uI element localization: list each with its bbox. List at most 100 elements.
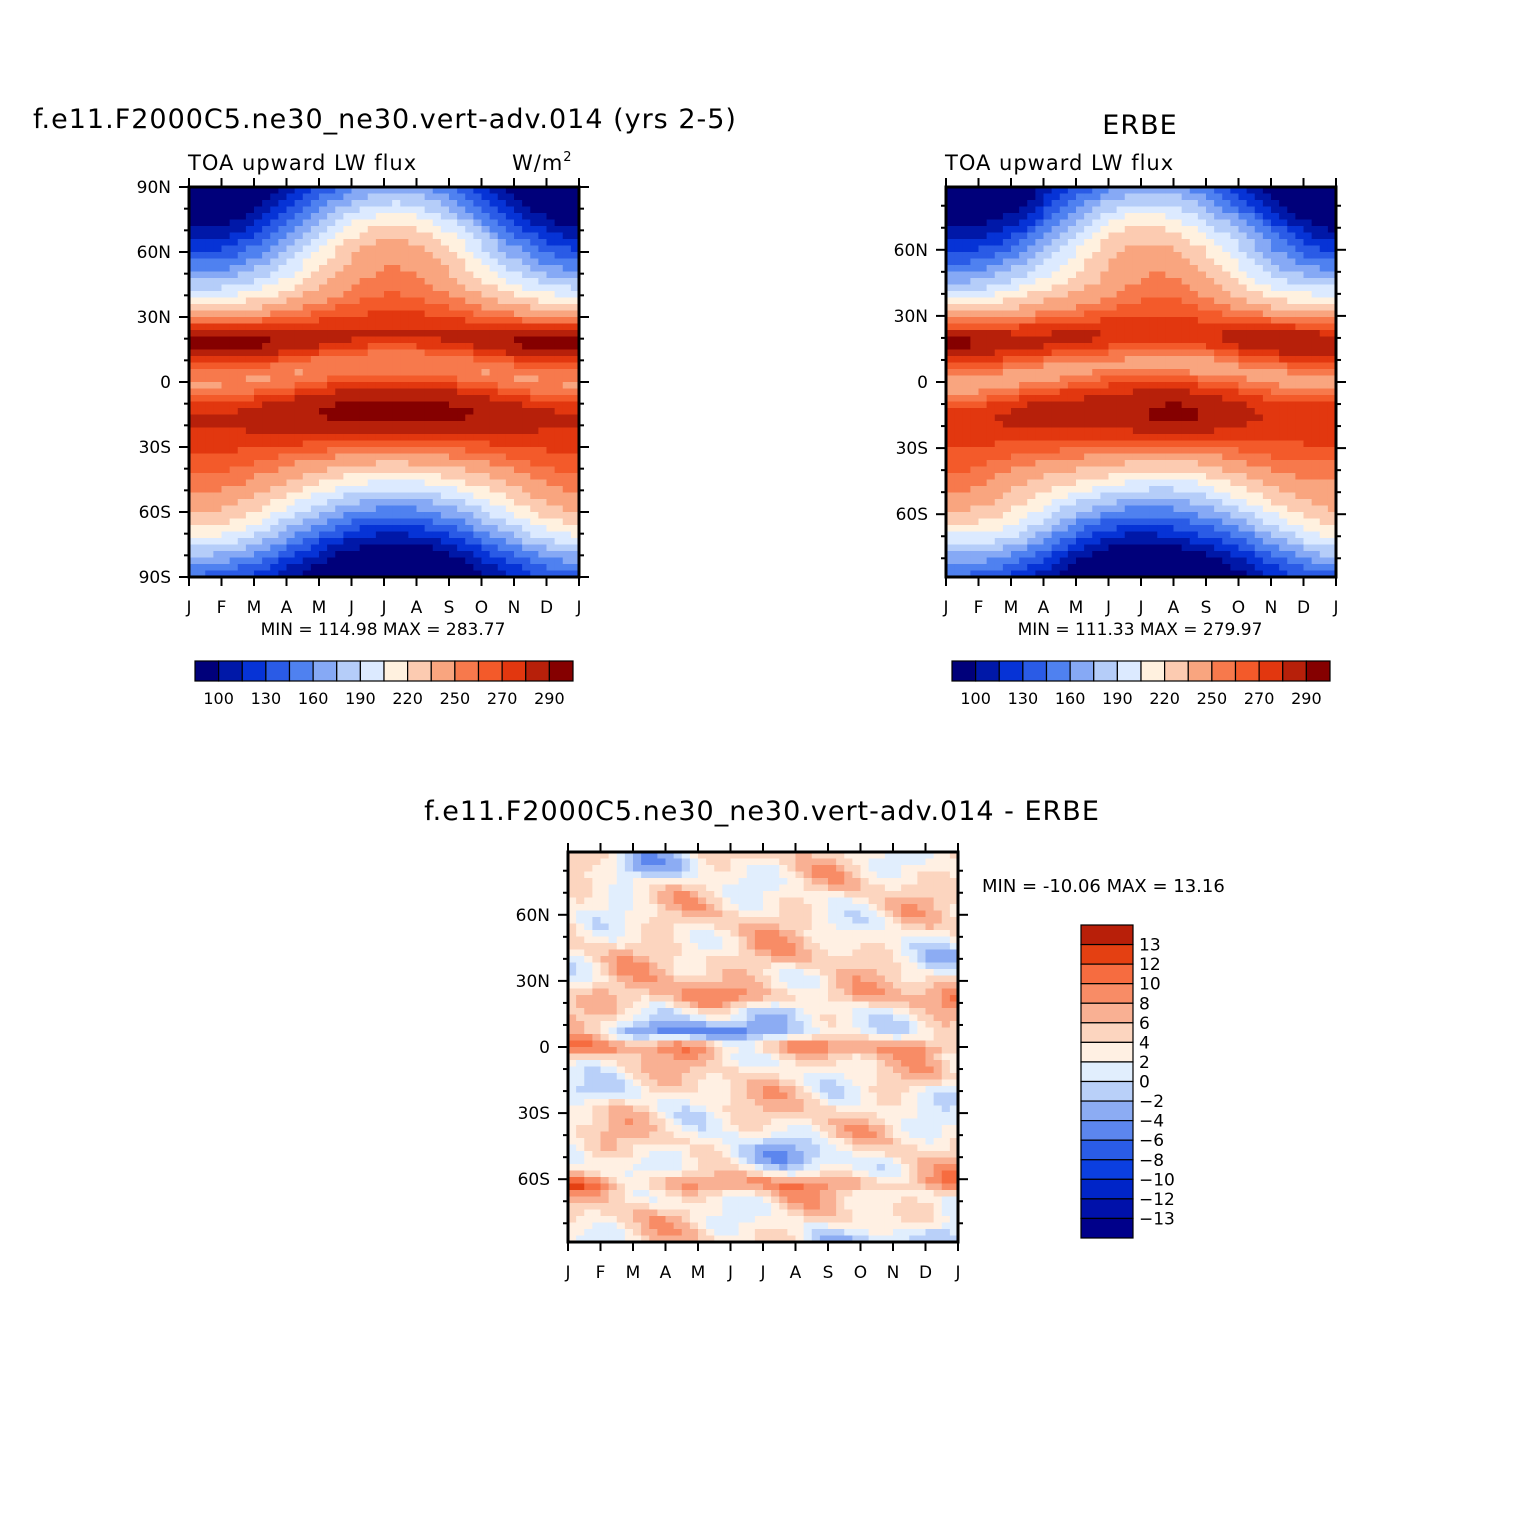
model-cell <box>375 453 385 461</box>
model-cell <box>205 492 214 500</box>
model-cell <box>197 440 206 448</box>
obs-cell <box>1108 336 1118 344</box>
model-cell <box>440 291 450 299</box>
model-cell <box>189 531 198 539</box>
obs-cell <box>1327 336 1337 344</box>
obs-cell <box>1043 213 1053 221</box>
obs-cell <box>1206 200 1215 208</box>
obs-cell <box>1319 297 1329 305</box>
model-cell <box>237 265 247 273</box>
model-cell <box>237 349 247 357</box>
obs-cell <box>962 356 971 364</box>
model-cell <box>294 551 304 559</box>
obs-cell <box>1149 252 1158 260</box>
obs-cell <box>1197 395 1207 403</box>
obs-cell <box>1181 310 1191 318</box>
obs-cell <box>986 278 996 286</box>
obs-cell <box>1206 421 1215 429</box>
model-cell <box>449 427 458 435</box>
model-cell <box>465 304 474 312</box>
model-cell <box>327 252 336 260</box>
obs-cell <box>1051 239 1061 247</box>
model-cell <box>392 479 401 487</box>
obs-cell <box>1027 193 1036 201</box>
model-cell <box>457 408 466 416</box>
model-cell <box>213 258 223 266</box>
model-cell <box>213 427 223 435</box>
obs-cell <box>954 395 963 403</box>
model-cell <box>221 284 231 292</box>
obs-cell <box>1141 421 1150 429</box>
model-cell <box>530 382 539 390</box>
obs-cell <box>1262 421 1272 429</box>
model-cell <box>197 239 206 247</box>
obs-cell <box>1165 453 1175 461</box>
model-cell <box>408 284 418 292</box>
obs-cell <box>1197 408 1207 416</box>
model-cell <box>546 271 556 279</box>
model-cell <box>343 187 353 195</box>
model-cell <box>343 401 353 409</box>
obs-cell <box>1173 245 1183 253</box>
model-cell <box>319 544 328 552</box>
obs-cell <box>1092 187 1101 195</box>
model-cell <box>562 479 572 487</box>
model-cell <box>449 193 458 201</box>
obs-cell <box>1124 382 1134 390</box>
obs-cell <box>1271 408 1280 416</box>
model-cell <box>367 453 377 461</box>
model-cell <box>408 531 418 539</box>
model-cell <box>408 557 418 565</box>
obs-cell <box>1230 219 1240 227</box>
model-cell <box>286 200 296 208</box>
obs-cell <box>1303 232 1313 240</box>
model-cell <box>213 362 223 370</box>
model-cell <box>562 473 572 481</box>
obs-cell <box>986 440 996 448</box>
obs-cell <box>1222 382 1231 390</box>
model-cell <box>392 512 401 520</box>
model-cell <box>327 356 336 364</box>
obs-cell <box>1132 258 1142 266</box>
obs-cell <box>1254 395 1264 403</box>
obs-cell <box>1092 323 1101 331</box>
model-colorbar-swatch <box>548 660 574 682</box>
model-cell <box>343 317 353 325</box>
model-cell <box>294 310 304 318</box>
model-cell <box>310 401 320 409</box>
obs-cell <box>1327 187 1337 195</box>
model-cell <box>189 492 198 500</box>
model-cell <box>538 518 548 526</box>
model-cell <box>367 271 377 279</box>
obs-cell <box>1084 219 1093 227</box>
model-cell <box>481 375 491 383</box>
model-cell <box>522 284 531 292</box>
obs-cell <box>1173 375 1183 383</box>
obs-cell <box>986 330 996 338</box>
obs-cell <box>1100 258 1110 266</box>
model-cell <box>327 310 336 318</box>
obs-cell <box>1206 434 1215 442</box>
model-cell <box>262 499 271 507</box>
model-cell <box>189 310 198 318</box>
model-cell <box>384 473 393 481</box>
model-cell <box>562 271 572 279</box>
model-cell <box>302 349 312 357</box>
model-cell <box>254 187 263 195</box>
obs-cell <box>1132 213 1142 221</box>
model-cell <box>400 232 409 240</box>
model-colorbar-swatch <box>501 660 527 682</box>
model-cell <box>546 460 556 468</box>
obs-cell <box>1011 382 1020 390</box>
model-cell <box>319 408 328 416</box>
model-cell <box>554 213 564 221</box>
obs-cell <box>1197 447 1207 455</box>
obs-cell <box>1100 239 1110 247</box>
model-cell <box>375 336 385 344</box>
model-cell <box>546 538 556 546</box>
obs-cell <box>1132 278 1142 286</box>
obs-cell <box>1173 252 1183 260</box>
model-cell <box>286 219 296 227</box>
obs-cell <box>1011 356 1020 364</box>
model-cell <box>489 265 499 273</box>
